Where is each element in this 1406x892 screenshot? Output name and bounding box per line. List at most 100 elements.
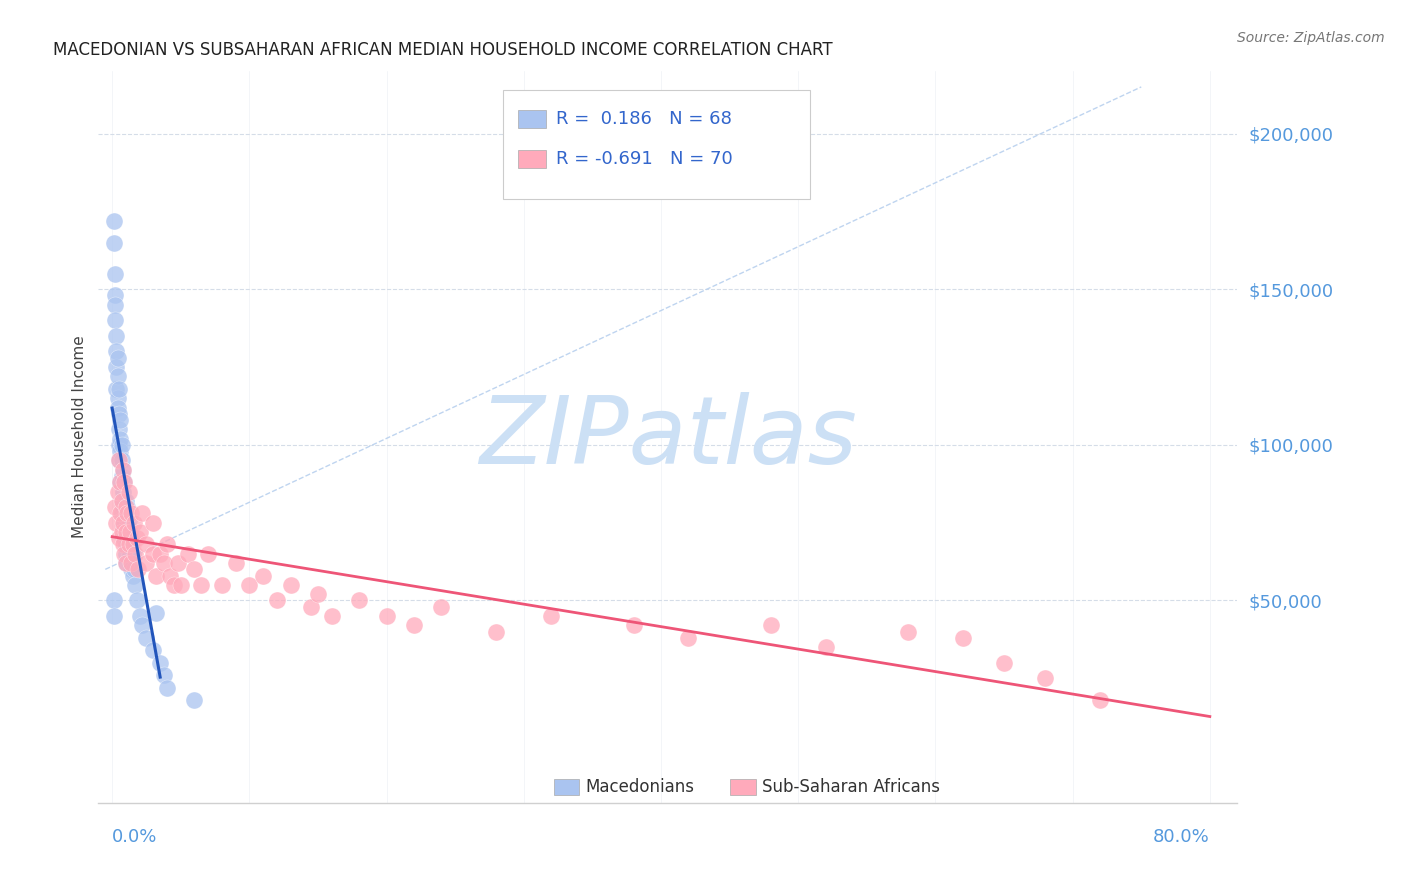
Point [108, 407, 131, 421]
Text: 80.0%: 80.0% [1153, 828, 1209, 846]
Point [115, 500, 138, 515]
Point [108, 531, 131, 545]
Point [112, 518, 135, 533]
Point [814, 640, 837, 655]
Point [104, 288, 127, 302]
Text: MACEDONIAN VS SUBSAHARAN AFRICAN MEDIAN HOUSEHOLD INCOME CORRELATION CHART: MACEDONIAN VS SUBSAHARAN AFRICAN MEDIAN … [53, 41, 832, 59]
Point [105, 516, 128, 530]
Point [623, 618, 645, 632]
Point [115, 494, 138, 508]
Point [115, 537, 138, 551]
Point [897, 624, 920, 639]
Point [107, 391, 129, 405]
Text: 0.0%: 0.0% [112, 828, 157, 846]
Point [104, 500, 127, 515]
Point [299, 599, 322, 614]
Point [111, 494, 134, 508]
Point [678, 631, 700, 645]
Point [120, 562, 142, 576]
Point [103, 235, 125, 250]
Point [124, 578, 146, 592]
Point [108, 438, 131, 452]
Point [117, 537, 139, 551]
Point [115, 506, 138, 520]
Point [115, 500, 138, 515]
Point [117, 512, 139, 526]
Point [145, 606, 167, 620]
Point [120, 506, 142, 520]
Point [117, 549, 139, 564]
Point [402, 618, 425, 632]
Text: Source: ZipAtlas.com: Source: ZipAtlas.com [1237, 31, 1385, 45]
Point [121, 568, 143, 582]
Point [107, 401, 129, 415]
Point [225, 556, 247, 570]
Point [115, 537, 138, 551]
Point [347, 593, 370, 607]
Point [170, 578, 193, 592]
Point [266, 593, 288, 607]
Point [128, 524, 150, 539]
Point [110, 506, 132, 520]
Point [108, 422, 131, 436]
Point [114, 547, 136, 561]
Point [167, 556, 190, 570]
Point [104, 267, 127, 281]
Point [110, 413, 132, 427]
Point [124, 547, 146, 561]
Point [114, 531, 136, 545]
Point [135, 556, 157, 570]
Point [176, 547, 198, 561]
Point [111, 453, 134, 467]
Point [120, 556, 142, 570]
Point [190, 578, 212, 592]
Point [118, 547, 141, 561]
Point [118, 524, 141, 539]
Text: Sub-Saharan Africans: Sub-Saharan Africans [762, 779, 941, 797]
Text: R = -0.691   N = 70: R = -0.691 N = 70 [557, 150, 733, 168]
Point [107, 484, 129, 499]
Point [108, 382, 131, 396]
Point [110, 444, 132, 458]
Point [108, 453, 131, 467]
FancyBboxPatch shape [554, 780, 579, 796]
Point [156, 537, 179, 551]
Point [156, 681, 179, 695]
Point [375, 609, 398, 624]
Point [105, 382, 128, 396]
Point [114, 494, 136, 508]
Point [131, 618, 153, 632]
Point [135, 631, 157, 645]
Point [238, 578, 260, 592]
Point [111, 494, 134, 508]
Point [1088, 693, 1111, 707]
Point [125, 531, 148, 545]
Point [115, 518, 138, 533]
FancyBboxPatch shape [731, 780, 755, 796]
Point [121, 547, 143, 561]
Point [183, 693, 205, 707]
Point [321, 609, 343, 624]
Point [252, 568, 274, 582]
Point [112, 463, 135, 477]
Point [112, 484, 135, 499]
Point [430, 599, 453, 614]
Point [110, 475, 132, 490]
Point [120, 537, 142, 551]
Text: ZIPatlas: ZIPatlas [479, 392, 856, 483]
Point [103, 609, 125, 624]
Point [103, 213, 125, 227]
Point [211, 578, 233, 592]
Point [197, 547, 219, 561]
Point [111, 438, 134, 452]
Point [142, 516, 165, 530]
Point [115, 556, 138, 570]
Point [127, 562, 149, 576]
Point [103, 593, 125, 607]
Point [149, 547, 172, 561]
Point [485, 624, 508, 639]
Point [115, 524, 138, 539]
Point [111, 469, 134, 483]
Point [107, 351, 129, 365]
Point [117, 531, 139, 545]
